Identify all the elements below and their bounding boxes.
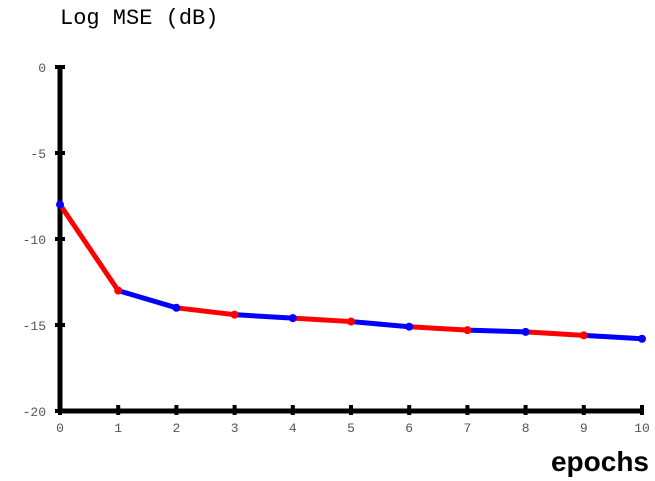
data-point (172, 303, 181, 312)
y-tick-label: -20 (23, 405, 46, 420)
data-point (405, 322, 414, 331)
data-point (230, 310, 239, 319)
x-tick-label: 1 (114, 421, 122, 436)
y-tick-label: -5 (30, 147, 46, 162)
data-point (579, 331, 588, 340)
x-axis-label: epochs (550, 446, 649, 477)
line-segment (173, 305, 238, 318)
y-axis-label: Log MSE (dB) (60, 6, 219, 31)
data-point (288, 314, 297, 323)
line-segment (523, 329, 587, 338)
x-tick-label: 2 (172, 421, 180, 436)
data-point (56, 200, 64, 209)
x-tick-label: 4 (289, 421, 297, 436)
data-point (463, 326, 472, 335)
data-point (638, 334, 646, 343)
data-point (521, 327, 530, 336)
line-segment (57, 202, 121, 294)
x-tick-label: 0 (56, 421, 64, 436)
line-segment (406, 324, 470, 333)
x-tick-label: 10 (634, 421, 650, 436)
x-tick-label: 5 (347, 421, 355, 436)
line-segment (290, 315, 354, 325)
line-segment (581, 332, 645, 342)
x-tick-label: 3 (231, 421, 239, 436)
x-tick-label: 8 (522, 421, 530, 436)
x-tick-label: 9 (580, 421, 588, 436)
line-segment (232, 312, 296, 321)
x-tick-label: 7 (463, 421, 471, 436)
y-tick-label: -15 (23, 319, 46, 334)
x-tick-label: 6 (405, 421, 413, 436)
y-tick-label: 0 (38, 61, 46, 76)
line-segment (115, 288, 179, 311)
data-point (347, 317, 355, 326)
line-segment (464, 327, 529, 335)
data-point (114, 286, 123, 295)
line-segment (348, 319, 412, 330)
y-tick-label: -10 (23, 233, 46, 248)
